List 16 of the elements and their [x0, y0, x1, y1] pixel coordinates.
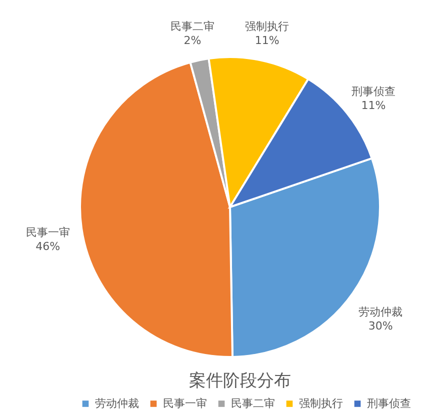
slice-label: 劳动仲裁 — [358, 306, 403, 319]
text: 案件阶段分布 — [189, 371, 291, 391]
data-label: 11% — [361, 98, 386, 112]
data-label: 46% — [36, 240, 60, 254]
legend-label: 劳动仲裁 — [95, 396, 139, 410]
legend-label: 刑事侦查 — [367, 396, 411, 410]
data-label: 2% — [184, 34, 202, 47]
slice-label: 刑事侦查 — [351, 84, 396, 98]
data-label: 30% — [368, 320, 393, 333]
slice-label: 民事二审 — [170, 20, 215, 33]
slice-label: 强制执行 — [245, 20, 290, 33]
slice-label: 民事一审 — [26, 226, 70, 240]
legend-label: 民事二审 — [231, 396, 275, 410]
legend-label: 民事一审 — [163, 396, 207, 410]
legend-label: 强制执行 — [299, 396, 343, 410]
data-label: 11% — [254, 34, 280, 47]
